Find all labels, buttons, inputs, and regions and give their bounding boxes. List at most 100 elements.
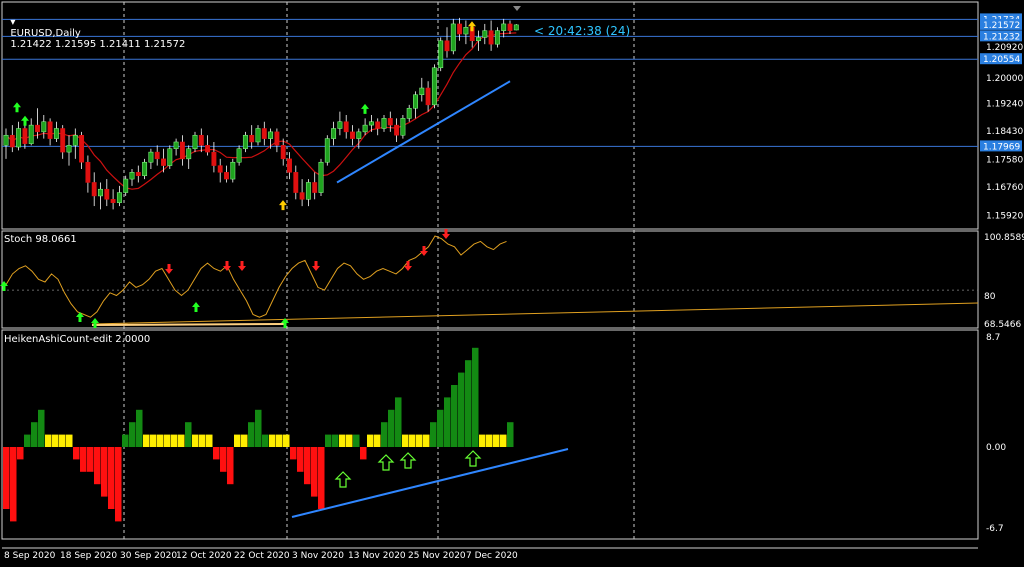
histogram-bar	[430, 422, 437, 447]
candle-body	[387, 118, 393, 126]
heiken-ashi-count-pane[interactable]	[3, 347, 569, 522]
candle-body	[192, 134, 198, 149]
trend-line	[336, 80, 511, 184]
histogram-bar	[360, 447, 367, 460]
dropdown-triangle-icon[interactable]: ▾	[10, 17, 16, 28]
price-tick-label: 1.15920	[986, 212, 1023, 222]
price-pane[interactable]	[2, 6, 978, 211]
candle-body	[274, 131, 280, 146]
histogram-bar	[283, 434, 290, 447]
time-tick-label: 8 Sep 2020	[4, 551, 56, 561]
candle	[230, 158, 236, 183]
histogram-bar	[500, 434, 507, 447]
histogram-bar	[213, 447, 220, 460]
moving-average-line	[5, 32, 517, 190]
candle	[129, 168, 135, 186]
histogram-bar	[178, 434, 185, 447]
candle-body	[488, 30, 494, 45]
bar-countdown: < 20:42:38 (24)	[534, 24, 631, 38]
candle-body	[104, 188, 110, 200]
candle	[419, 77, 425, 102]
candle-body	[324, 138, 330, 163]
chart-header: ▾ EURUSD,Daily 1.21422 1.21595 1.21411 1…	[4, 6, 185, 50]
histogram-bar	[304, 447, 311, 485]
histogram-bar	[24, 434, 31, 447]
candle	[375, 118, 381, 136]
candle	[91, 172, 97, 207]
candle-body	[142, 161, 148, 176]
histogram-bar	[52, 434, 59, 447]
heiken-tick-label: 8.7	[986, 333, 1000, 343]
time-tick-label: 30 Sep 2020	[120, 551, 177, 561]
candle	[28, 118, 34, 146]
stoch-sell-arrow-icon	[442, 229, 450, 239]
stoch-title: Stoch 98.0661	[4, 234, 77, 245]
histogram-bar	[346, 434, 353, 447]
candle	[41, 114, 47, 139]
candle-body	[47, 121, 53, 139]
candle-body	[287, 158, 292, 173]
candle-body	[394, 124, 400, 136]
candle-body	[400, 118, 406, 136]
histogram-bar	[486, 434, 493, 447]
time-tick-label: 7 Dec 2020	[466, 551, 518, 561]
stochastic-pane[interactable]	[0, 229, 979, 328]
stoch-sell-arrow-icon	[312, 261, 320, 271]
symbol-label: EURUSD,Daily	[10, 28, 81, 39]
histogram-bar	[339, 434, 346, 447]
candle-body	[110, 199, 116, 203]
histogram-bar	[367, 434, 374, 447]
candle	[488, 20, 494, 51]
candle	[299, 179, 305, 207]
histogram-bar	[129, 422, 136, 447]
candle-body	[362, 124, 368, 133]
time-tick-label: 18 Sep 2020	[60, 551, 117, 561]
candle	[211, 141, 217, 173]
candle-body	[16, 128, 22, 148]
candle	[494, 27, 500, 48]
pane-border-hist	[1, 329, 979, 540]
price-label-text: 1.20554	[983, 55, 1020, 65]
candle	[350, 125, 355, 146]
count-up-arrow-icon	[377, 454, 395, 471]
histogram-bar	[241, 434, 248, 447]
stoch-tick-label: 80	[984, 292, 996, 302]
candle-body	[35, 124, 40, 133]
candle-body	[205, 145, 211, 153]
histogram-bar	[374, 434, 381, 447]
candle-body	[501, 23, 507, 31]
candle	[47, 118, 53, 146]
histogram-bar	[395, 397, 402, 447]
histogram-bar	[234, 434, 241, 447]
price-label-text: 1.17969	[983, 142, 1020, 152]
histogram-bar	[255, 409, 262, 447]
histogram-bar	[388, 409, 395, 447]
histogram-bar	[38, 409, 45, 447]
candle	[142, 158, 148, 180]
candle-body	[116, 192, 122, 203]
histogram-bar	[115, 447, 122, 522]
candle-body	[22, 128, 28, 144]
candle	[343, 114, 349, 139]
signal-arrow-icon	[279, 200, 287, 211]
candle	[85, 155, 91, 193]
candle-body	[167, 148, 173, 166]
candle-body	[72, 134, 78, 146]
heiken-tick-label: 0.00	[986, 443, 1006, 453]
candle-body	[375, 121, 381, 129]
count-up-arrow-icon	[399, 452, 417, 469]
pane-frames	[1, 1, 979, 549]
histogram-bar	[444, 397, 451, 447]
candle	[242, 131, 248, 153]
pane-border-main	[1, 1, 979, 230]
candle	[60, 125, 66, 159]
histogram-bar	[507, 422, 514, 447]
candle-body	[450, 23, 456, 52]
buy-arrow-icon	[13, 102, 21, 113]
histogram-bar	[157, 434, 164, 447]
candle-body	[154, 151, 160, 160]
histogram-bar	[479, 434, 486, 447]
candle-body	[224, 172, 229, 180]
candle-body	[198, 134, 204, 146]
candle	[261, 121, 267, 146]
